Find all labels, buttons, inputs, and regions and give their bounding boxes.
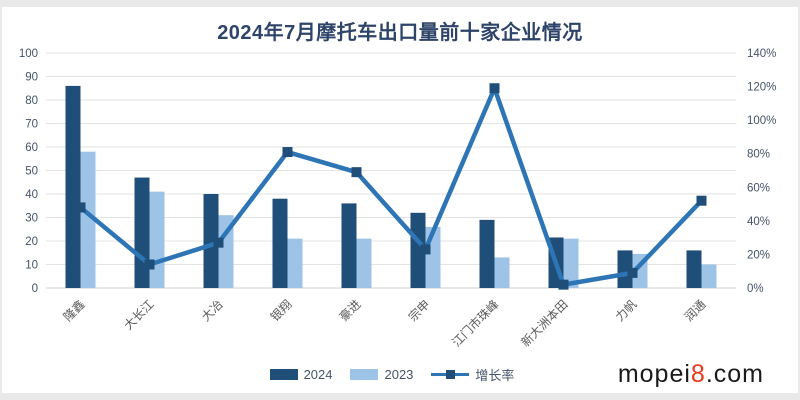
bar-2023-新大洲本田 bbox=[563, 238, 579, 288]
y-axis-left-tick-label: 90 bbox=[25, 72, 38, 84]
legend-label-growth-rate: 增长率 bbox=[475, 368, 515, 383]
watermark-suffix: .com bbox=[705, 360, 764, 388]
bar-2023-隆鑫 bbox=[80, 151, 96, 288]
chart-title: 2024年7月摩托车出口量前十家企业情况 bbox=[217, 22, 583, 44]
growth-rate-marker-宗申 bbox=[420, 244, 431, 255]
bar-2024-力帆 bbox=[617, 250, 633, 288]
growth-rate-marker-隆鑫 bbox=[75, 202, 86, 213]
bar-2024-银翔 bbox=[272, 198, 288, 288]
legend-item-2024: 2024 bbox=[269, 367, 333, 382]
y-axis-left-tick-label: 40 bbox=[25, 189, 38, 201]
y-axis-left-tick-label: 100 bbox=[19, 48, 38, 60]
watermark-prefix: mopei bbox=[617, 360, 691, 388]
y-axis-right-tick-label: 100% bbox=[747, 115, 776, 127]
chart-container: 2024年7月摩托车出口量前十家企业情况 0 10 20 30 40 50 60 70 80 90… bbox=[2, 7, 798, 393]
bar-2024-润通 bbox=[686, 250, 702, 288]
bar-2023-豪进 bbox=[356, 238, 372, 288]
x-axis-category-label: 隆鑫 bbox=[60, 297, 88, 325]
bar-2023-大长江 bbox=[149, 191, 165, 288]
y-axis-right-tick-label: 0% bbox=[747, 283, 764, 295]
growth-rate-marker-银翔 bbox=[282, 147, 293, 158]
x-axis-category-label: 银翔 bbox=[268, 297, 295, 324]
bar-2024-隆鑫 bbox=[65, 85, 81, 289]
y-axis-right-tick-label: 40% bbox=[747, 216, 770, 228]
bar-2023-银翔 bbox=[287, 238, 303, 288]
growth-rate-marker-力帆 bbox=[627, 267, 638, 278]
bar-2024-豪进 bbox=[341, 203, 357, 288]
growth-rate-marker-大长江 bbox=[144, 259, 155, 270]
x-axis-category-label: 润通 bbox=[682, 297, 709, 324]
y-axis-left-tick-label: 50 bbox=[25, 166, 38, 178]
x-axis-category-label: 新大洲本田 bbox=[518, 297, 571, 350]
y-axis-left-tick-label: 80 bbox=[25, 95, 38, 107]
y-axis-left-tick-label: 60 bbox=[25, 142, 38, 154]
bar-2023-大冶 bbox=[218, 215, 234, 288]
bar-2024-江门市珠峰 bbox=[479, 219, 495, 288]
x-axis-category-label: 大长江 bbox=[121, 297, 156, 332]
x-axis-category-label: 大冶 bbox=[199, 297, 226, 324]
y-axis-right-tick-label: 60% bbox=[747, 182, 770, 194]
growth-rate-marker-豪进 bbox=[351, 167, 362, 178]
bar-2024-宗申 bbox=[410, 212, 426, 288]
y-axis-left-tick-label: 20 bbox=[25, 236, 38, 248]
growth-rate-marker-江门市珠峰 bbox=[489, 83, 500, 94]
y-axis-left-tick-label: 70 bbox=[25, 119, 38, 131]
legend-swatch-2023-icon bbox=[350, 369, 379, 380]
watermark-digit: 8 bbox=[690, 360, 706, 388]
x-axis-category-label: 力帆 bbox=[612, 297, 640, 325]
growth-rate-marker-润通 bbox=[696, 195, 707, 206]
y-axis-right-tick-label: 80% bbox=[747, 149, 770, 161]
chart-legend: 2024 2023 增长率 bbox=[2, 365, 782, 384]
watermark: mopei8.com bbox=[618, 360, 764, 389]
legend-label-2024: 2024 bbox=[303, 367, 333, 382]
legend-line-marker-icon bbox=[431, 369, 470, 380]
growth-rate-line bbox=[79, 86, 704, 287]
y-axis-left-tick-label: 30 bbox=[25, 213, 38, 225]
x-axis-category-label: 宗申 bbox=[405, 297, 433, 325]
y-axis-right-tick-label: 140% bbox=[747, 48, 776, 60]
y-axis-left-tick-label: 10 bbox=[25, 260, 38, 272]
y-axis-left-tick-label: 0 bbox=[32, 283, 38, 295]
growth-rate-marker-大冶 bbox=[213, 237, 224, 248]
bar-line-chart: 0 10 20 30 40 50 60 70 80 90 100 0% 20% 40% 60% 80% 100%… bbox=[19, 48, 777, 350]
legend-item-growth-rate: 增长率 bbox=[431, 365, 514, 384]
growth-rate-marker-新大洲本田 bbox=[558, 279, 569, 290]
x-axis-category-label: 豪进 bbox=[336, 297, 364, 325]
y-axis-right-tick-label: 20% bbox=[747, 249, 770, 261]
bar-2023-润通 bbox=[701, 264, 717, 288]
bar-2024-大长江 bbox=[134, 177, 150, 288]
bar-2023-江门市珠峰 bbox=[494, 257, 510, 288]
x-axis-category-label: 江门市珠峰 bbox=[449, 297, 502, 350]
legend-swatch-2024-icon bbox=[269, 369, 298, 380]
legend-item-2023: 2023 bbox=[350, 367, 413, 382]
legend-label-2023: 2023 bbox=[384, 367, 414, 382]
y-axis-right-tick-label: 120% bbox=[747, 82, 776, 94]
bar-2024-大冶 bbox=[203, 194, 219, 288]
